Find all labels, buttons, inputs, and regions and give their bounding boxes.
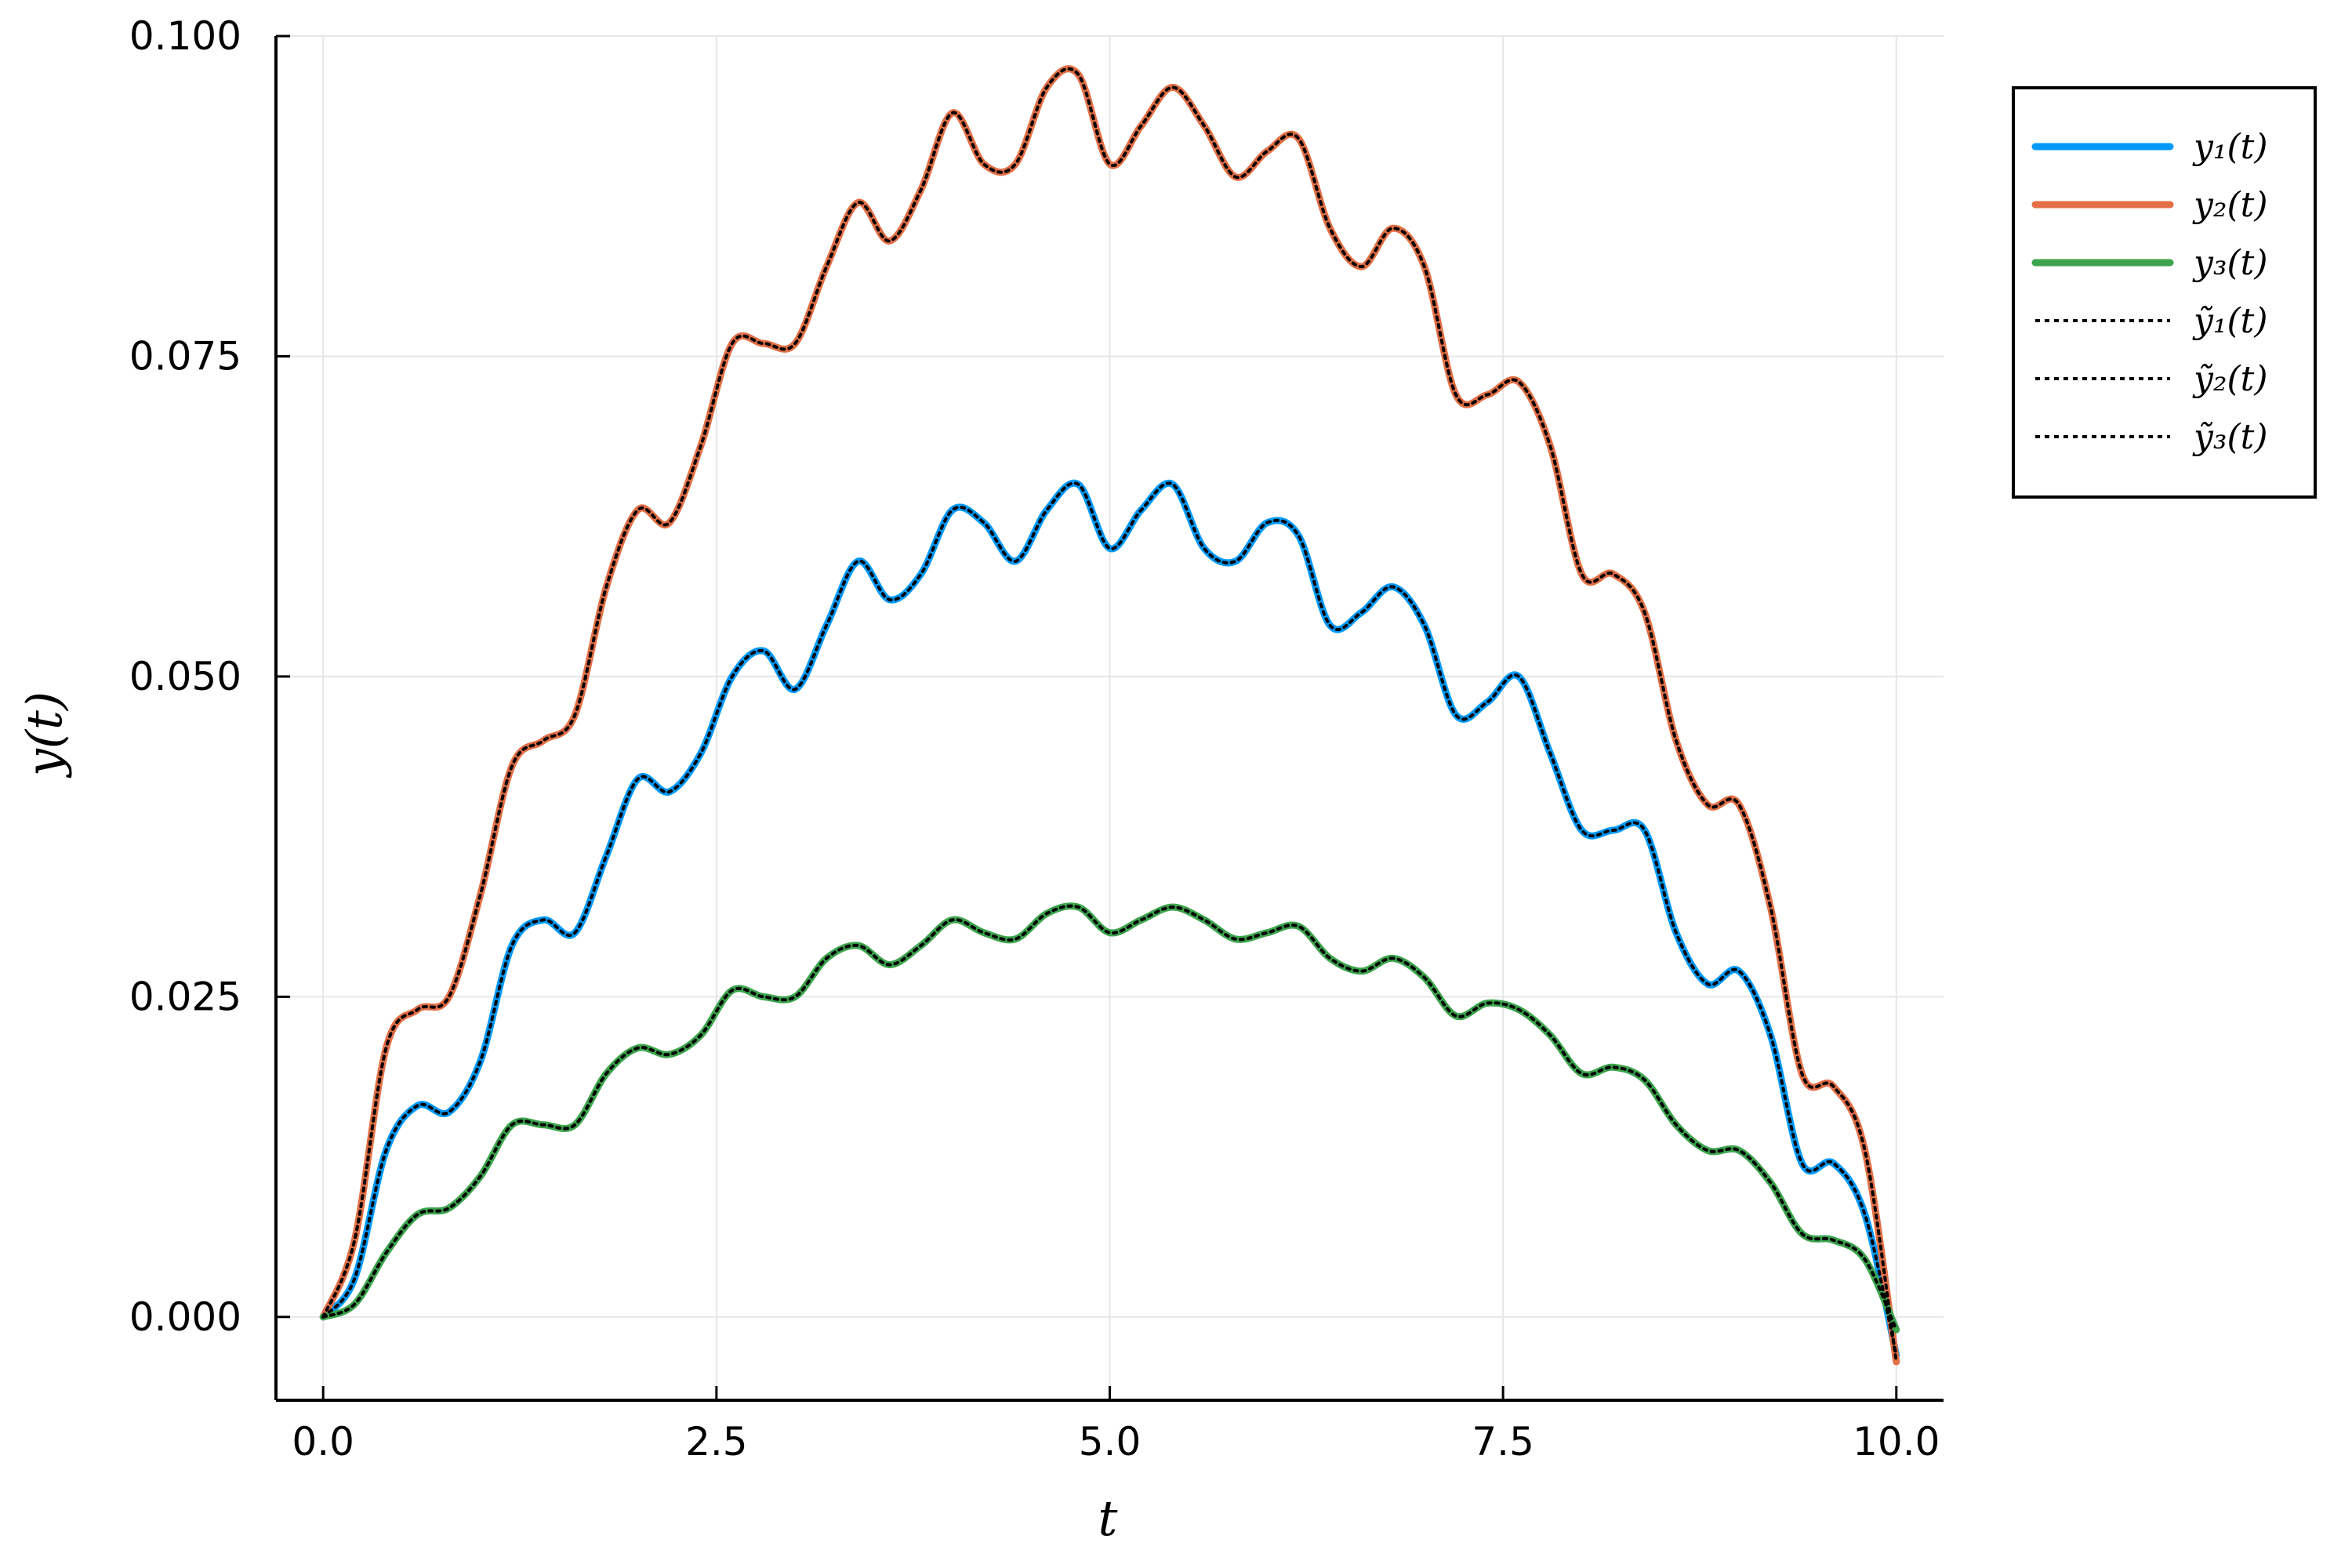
y-tick-label: 0.050 (129, 654, 241, 699)
legend-label-6: ỹ₃(t) (2192, 417, 2268, 457)
axes (274, 34, 1944, 1402)
legend-label-3: y₃(t) (2192, 243, 2268, 283)
series-lines (319, 65, 1900, 1366)
legend-label-2: y₂(t) (2192, 185, 2268, 225)
legend-box (2012, 86, 2317, 499)
y-tick-label: 0.100 (129, 13, 241, 59)
x-tick-label: 7.5 (1472, 1419, 1534, 1465)
x-tick-label: 0.0 (292, 1419, 354, 1465)
x-axis-title: t (1098, 1490, 1118, 1547)
legend-label-1: y₁(t) (2192, 127, 2268, 167)
y-axis-title: y(t) (16, 691, 73, 779)
grid-lines (276, 35, 1944, 1400)
x-tick-label: 10.0 (1853, 1419, 1940, 1465)
legend-label-4: ỹ₁(t) (2192, 301, 2268, 341)
series-line-6 (321, 904, 1898, 1332)
x-tick-label: 5.0 (1079, 1419, 1142, 1465)
x-tick-label: 2.5 (685, 1419, 748, 1465)
y-tick-label: 0.075 (129, 333, 241, 379)
series-line-5 (321, 67, 1898, 1363)
series-line-4 (321, 481, 1898, 1357)
legend: y₁(t) y₂(t) y₃(t) ỹ₁(t) ỹ₂(t) ỹ₃(t) (2012, 86, 2317, 499)
tick-labels: 0.0 2.5 5.0 7.5 10.0 0.000 0.025 0.050 0.075 0.10… (129, 13, 1940, 1465)
y-tick-label: 0.025 (129, 974, 241, 1019)
legend-label-5: ỹ₂(t) (2192, 359, 2268, 399)
y-tick-label: 0.000 (129, 1294, 241, 1340)
